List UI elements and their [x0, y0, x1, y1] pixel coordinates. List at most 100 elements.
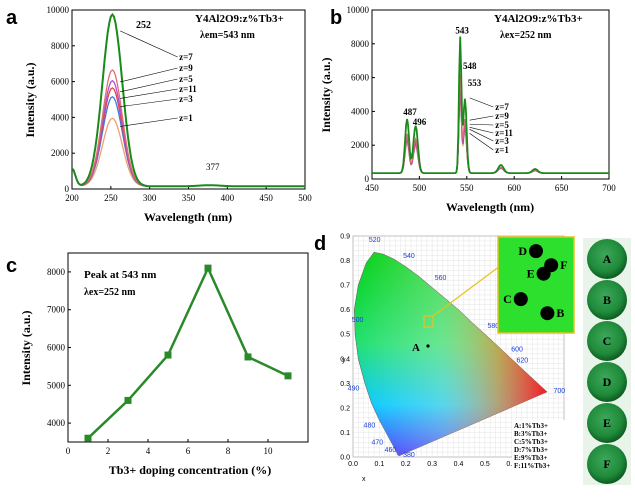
ytick-label: 4000: [47, 418, 66, 428]
xtick-label: 0.4: [454, 461, 464, 468]
legend-entry: E:9%Tb3+: [514, 454, 548, 462]
inset-label-B: B: [556, 306, 564, 320]
xtick-label: 4: [146, 446, 151, 456]
subtitle-c: λex=252 nm: [84, 287, 136, 298]
curve-z=7: [372, 36, 609, 175]
sample-photo-A: [587, 239, 627, 279]
inset-point-C: [513, 292, 528, 307]
legend-z=5: z=5: [495, 120, 509, 130]
xtick-label: 8: [226, 446, 231, 456]
legend-z=9: z=9: [179, 63, 193, 73]
ylabel-d: y: [342, 357, 346, 364]
curves-a: [72, 12, 305, 188]
sample-photo-F: [587, 444, 627, 484]
sample-label-D: D: [603, 375, 612, 389]
ytick-label: 8000: [51, 41, 70, 51]
panel-b: b 450 500 550 600 650 700 0 2000 4000 6000 8000 100…: [319, 5, 616, 214]
legend-leader: [469, 97, 494, 108]
data-point: [244, 353, 252, 361]
ytick-label: 0.3: [340, 381, 350, 388]
ylabel-b: Intensity (a.u.): [319, 57, 333, 132]
peak-label-553: 553: [468, 78, 482, 88]
title-b: Y4Al2O9:z%Tb3+: [494, 13, 583, 25]
xtick-label: 0.0: [348, 461, 358, 468]
panel-a: a 200 250 300 350 400 450 500 0 2000 4000 6000 8000…: [6, 5, 312, 224]
wavelength-label-490: 490: [348, 386, 360, 393]
ytick-label: 4000: [351, 106, 370, 116]
xtick-label: 2: [106, 446, 111, 456]
data-point: [84, 434, 92, 442]
legend-z=9: z=9: [495, 111, 509, 121]
ytick-label: 0: [65, 184, 70, 194]
wavelength-label-560: 560: [435, 275, 447, 282]
ytick-label: 2000: [51, 148, 70, 158]
series-line: [87, 265, 289, 440]
curve-z=3: [72, 96, 305, 187]
title-a: Y4Al2O9:z%Tb3+: [195, 13, 284, 25]
ytick-label: 4000: [51, 112, 70, 122]
axis-ticks-c: 0 2 4 6 8 10 4000 5000 6000 7000 8000: [47, 267, 273, 456]
sample-label-B: B: [603, 293, 611, 307]
zoom-callout-line: [432, 265, 501, 317]
sample-label-C: C: [603, 334, 612, 348]
wavelength-label-460: 460: [385, 447, 397, 454]
panel-c: c 0 2 4 6 8 10 4000 5000 6000 7000 8000 Peak at 54…: [6, 252, 309, 477]
legend-entry: C:5%Tb3+: [514, 438, 548, 446]
ytick-label: 0.0: [340, 455, 350, 462]
legend-leader: [120, 88, 178, 99]
legend-leader: [120, 78, 178, 93]
legend-z=11: z=11: [179, 84, 197, 94]
panel-label-b: b: [330, 7, 342, 29]
inset-label-F: F: [560, 258, 567, 272]
sample-label-E: E: [603, 416, 611, 430]
data-point: [284, 372, 292, 380]
peak-label-487: 487: [403, 107, 417, 117]
xtick-label: 0.3: [427, 461, 437, 468]
ytick-label: 0: [365, 174, 370, 184]
ytick-label: 5000: [47, 380, 66, 390]
curves-b: [372, 36, 609, 175]
inset-point-D: [529, 244, 543, 259]
inset-label-C: C: [503, 292, 512, 306]
xlabel-c: Tb3+ doping concentration (%): [109, 463, 272, 477]
xtick-label: 600: [507, 183, 521, 193]
xlabel-a: Wavelength (nm): [144, 210, 232, 224]
ytick-label: 2000: [351, 140, 370, 150]
wavelength-label-380: 380: [403, 452, 415, 459]
legend-z=7: z=7: [495, 102, 509, 112]
legend-z=1: z=1: [495, 145, 509, 155]
plot-frame-c: [67, 252, 309, 443]
legend-z=1: z=1: [179, 113, 193, 123]
ytick-label: 6000: [351, 73, 370, 83]
curve-z=3: [372, 89, 609, 174]
xtick-label: 0.1: [375, 461, 385, 468]
legend-leader: [469, 133, 494, 151]
sample-photo-C: [587, 321, 627, 361]
xtick-label: 300: [143, 193, 157, 203]
xtick-label: 500: [298, 193, 312, 203]
ytick-label: 10000: [47, 5, 70, 15]
xtick-label: 550: [460, 183, 474, 193]
legend-leader: [120, 67, 178, 83]
xtick-label: 350: [182, 193, 196, 203]
legend-leader: [469, 129, 494, 142]
xtick-label: 250: [104, 193, 118, 203]
line-c: [84, 264, 292, 442]
xtick-label: 450: [259, 193, 273, 203]
sample-photo-E: [587, 403, 627, 443]
xtick-label: 10: [264, 446, 274, 456]
peak-label-548: 548: [463, 61, 477, 71]
legend-leader: [469, 123, 494, 126]
data-point: [204, 264, 212, 272]
subtitle-b: λex=252 nm: [500, 30, 552, 41]
legend-leader: [120, 30, 178, 58]
inset-label-E: E: [527, 267, 535, 281]
xtick-label: 0.2: [401, 461, 411, 468]
ytick-label: 0.4: [340, 356, 350, 363]
xtick-label: 500: [413, 183, 427, 193]
cie-diagram: [353, 251, 548, 457]
ytick-label: 10000: [347, 5, 370, 15]
wavelength-label-540: 540: [403, 253, 415, 260]
axis-ticks-b: 450 500 550 600 650 700 0 2000 4000 6000 8000 10000: [347, 5, 617, 193]
